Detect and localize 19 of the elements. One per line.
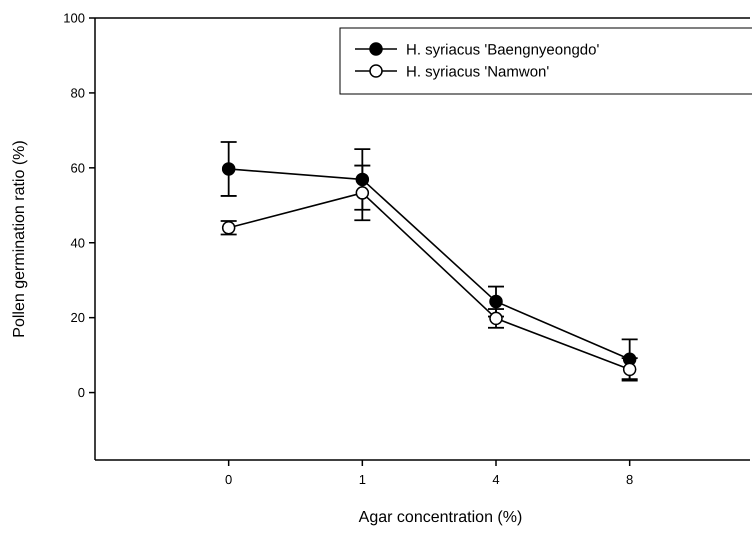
x-tick-label: 1 — [358, 472, 366, 487]
x-tick-label: 8 — [626, 472, 634, 487]
y-axis-title: Pollen germination ratio (%) — [11, 140, 28, 338]
y-tick-label: 80 — [70, 85, 85, 100]
x-tick-label: 0 — [225, 472, 232, 487]
point — [489, 312, 503, 326]
y-tick-label: 20 — [70, 310, 85, 326]
x-axis-title: Agar concentration (%) — [358, 509, 522, 526]
point — [622, 362, 636, 376]
y-tick-label: 0 — [78, 385, 85, 400]
point — [222, 162, 236, 176]
y-tick-label: 40 — [70, 235, 85, 250]
legend-label: H. syriacus 'Namwon' — [406, 63, 550, 80]
y-tick-label: 100 — [63, 10, 85, 26]
x-tick-label: 4 — [492, 472, 500, 487]
point — [356, 186, 370, 200]
y-tick-label: 60 — [70, 160, 85, 176]
point — [489, 294, 503, 308]
legend-label: H. syriacus 'Baengnyeongdo' — [406, 41, 600, 58]
